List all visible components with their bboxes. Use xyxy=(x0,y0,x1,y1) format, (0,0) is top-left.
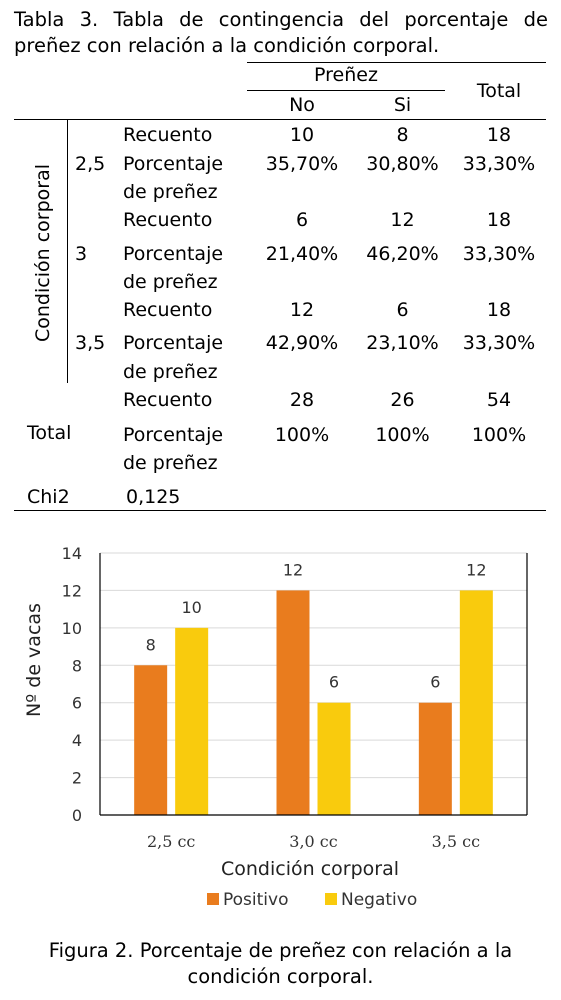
level-label-2-5: 2,5 xyxy=(75,153,106,175)
y-tick-label: 0 xyxy=(72,806,82,825)
row-label-count: Recuento xyxy=(123,124,213,146)
cell-count-total: 54 xyxy=(486,389,512,411)
x-tick-label: 3,0 cc xyxy=(289,832,337,851)
cell-pct-si: 100% xyxy=(375,424,430,446)
bar-value-label: 8 xyxy=(146,635,156,654)
cell-pct-total: 33,30% xyxy=(462,332,536,354)
bar-value-label: 6 xyxy=(329,673,339,692)
cell-pct-no: 42,90% xyxy=(265,332,339,354)
table-bottom-rule xyxy=(14,510,546,511)
bar-value-label: 10 xyxy=(181,598,201,617)
legend-swatch-positivo xyxy=(207,893,219,905)
header-no: No xyxy=(289,94,315,116)
condition-group-rule xyxy=(67,119,68,383)
cell-count-no: 10 xyxy=(289,124,315,146)
chart-gridlines xyxy=(100,552,527,779)
header-total: Total xyxy=(476,80,522,102)
cell-pct-si: 23,10% xyxy=(366,332,439,354)
cell-count-si: 8 xyxy=(396,124,409,146)
legend-label-positivo: Positivo xyxy=(223,890,288,910)
row-label-count: Recuento xyxy=(123,299,213,321)
bar-negativo xyxy=(459,590,493,815)
cell-count-no: 6 xyxy=(295,209,309,231)
total-row-label: Total xyxy=(27,422,72,444)
bar-value-label: 6 xyxy=(430,673,440,692)
table-top-rule xyxy=(247,62,546,63)
y-tick-label: 4 xyxy=(72,731,82,750)
chart-bars xyxy=(134,590,493,815)
bar-negativo xyxy=(175,627,209,815)
cell-count-si: 26 xyxy=(390,389,415,411)
y-tick-label: 10 xyxy=(62,619,82,638)
cell-pct-total: 33,30% xyxy=(462,243,536,265)
level-label-3-5: 3,5 xyxy=(75,332,106,354)
row-label-percent-line2: de preñez xyxy=(123,181,218,203)
header-prenez: Preñez xyxy=(314,64,378,86)
bar-positivo xyxy=(134,665,168,815)
legend-label-negativo: Negativo xyxy=(341,890,417,910)
row-label-count: Recuento xyxy=(123,389,213,411)
y-tick-label: 12 xyxy=(62,581,82,600)
x-tick-label: 2,5 cc xyxy=(147,832,195,851)
chi2-value: 0,125 xyxy=(126,486,181,508)
row-label-percent-line2: de preñez xyxy=(123,271,218,293)
legend-swatch-negativo xyxy=(325,893,337,905)
cell-pct-total: 33,30% xyxy=(462,153,536,175)
row-label-percent: Porcentaje xyxy=(123,153,224,175)
row-label-count: Recuento xyxy=(123,209,213,231)
cell-pct-si: 30,80% xyxy=(366,153,439,175)
row-label-percent: Porcentaje xyxy=(123,424,224,446)
cell-count-no: 28 xyxy=(289,389,315,411)
y-tick-label: 14 xyxy=(62,544,82,563)
header-si: Si xyxy=(393,94,412,116)
row-label-percent: Porcentaje xyxy=(123,243,224,265)
condition-corporal-label: Condición corporal xyxy=(32,164,54,343)
cell-pct-no: 21,40% xyxy=(265,243,339,265)
bar-negativo xyxy=(317,702,351,815)
cell-pct-si: 46,20% xyxy=(366,243,439,265)
y-tick-label: 6 xyxy=(72,694,82,713)
x-tick-label: 3,5 cc xyxy=(432,832,480,851)
chart-axes: 0 2 4 6 8 10 12 14 2,5 cc 3,0 cc 3,5 cc xyxy=(62,544,528,851)
bar-value-label: 12 xyxy=(466,560,486,579)
y-axis-title: Nº de vacas xyxy=(23,603,45,717)
table-caption: Tabla 3. Tabla de contingencia del porce… xyxy=(14,8,548,57)
cell-count-total: 18 xyxy=(486,209,512,231)
cell-pct-total: 100% xyxy=(471,424,527,446)
chi2-label: Chi2 xyxy=(27,486,70,508)
row-label-percent-line2: de preñez xyxy=(123,452,218,474)
chart-data-labels: 8 10 12 6 6 12 xyxy=(146,560,487,691)
bar-positivo xyxy=(276,590,310,815)
bar-value-label: 12 xyxy=(283,560,303,579)
row-label-percent: Porcentaje xyxy=(123,332,224,354)
cell-count-no: 12 xyxy=(289,299,315,321)
bar-positivo xyxy=(418,702,452,815)
table-header-rule xyxy=(14,119,546,120)
x-axis-title: Condición corporal xyxy=(221,858,399,880)
y-tick-label: 8 xyxy=(72,656,82,675)
cell-pct-no: 100% xyxy=(274,424,330,446)
level-label-3: 3 xyxy=(75,243,88,265)
cell-count-total: 18 xyxy=(486,124,512,146)
figure-caption: Figura 2. Porcentaje de preñez con relac… xyxy=(48,939,513,988)
chart-legend: Positivo Negativo xyxy=(207,890,417,910)
row-label-percent-line2: de preñez xyxy=(123,361,218,383)
cell-count-si: 6 xyxy=(396,299,409,321)
cell-count-si: 12 xyxy=(390,209,415,231)
y-tick-label: 2 xyxy=(72,769,82,788)
cell-count-total: 18 xyxy=(486,299,512,321)
cell-pct-no: 35,70% xyxy=(265,153,339,175)
pregnancy-header-rule xyxy=(247,90,445,91)
